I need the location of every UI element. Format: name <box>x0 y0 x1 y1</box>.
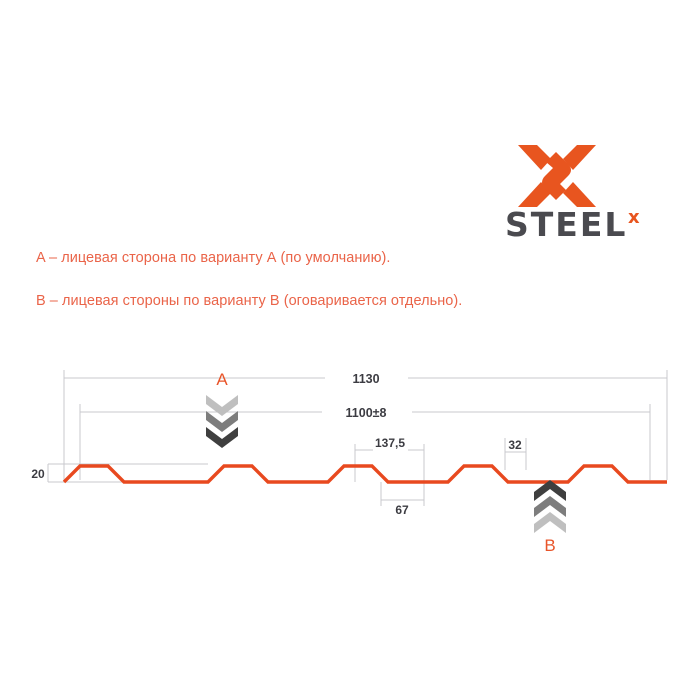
marker-b-letter: B <box>544 536 555 555</box>
legend-note-variant-a: A – лицевая сторона по варианту А (по ум… <box>36 250 391 266</box>
dimension-lines-group <box>47 370 668 506</box>
marker-a-letter: A <box>216 370 228 389</box>
marker-a-chevrons-icon <box>206 395 238 448</box>
legend-note-variant-b: B – лицевая стороны по варианту B (огова… <box>36 293 463 309</box>
dimension-label-1100: 1100±8 <box>346 406 387 420</box>
trapezoidal-sheet-profile-drawing: 1130 1100±8 137,5 67 32 20 A B <box>0 340 700 580</box>
marker-b-chevrons-icon <box>534 480 566 533</box>
brand-wordmark-superscript: x <box>628 207 640 228</box>
dimension-label-1130: 1130 <box>352 372 379 386</box>
marker-a: A <box>206 370 238 448</box>
brand-wordmark-text: STEEL <box>505 205 628 244</box>
marker-b: B <box>534 480 566 555</box>
dimension-label-137-5: 137,5 <box>375 436 405 450</box>
dimension-label-32: 32 <box>508 438 522 452</box>
steelx-x-mark-icon <box>518 145 596 207</box>
brand-logo: STEEL x <box>505 145 665 245</box>
dimension-label-67: 67 <box>395 503 409 517</box>
dimension-label-20: 20 <box>31 467 45 481</box>
sheet-profile-path <box>62 464 667 484</box>
brand-wordmark: STEEL x <box>505 207 665 243</box>
